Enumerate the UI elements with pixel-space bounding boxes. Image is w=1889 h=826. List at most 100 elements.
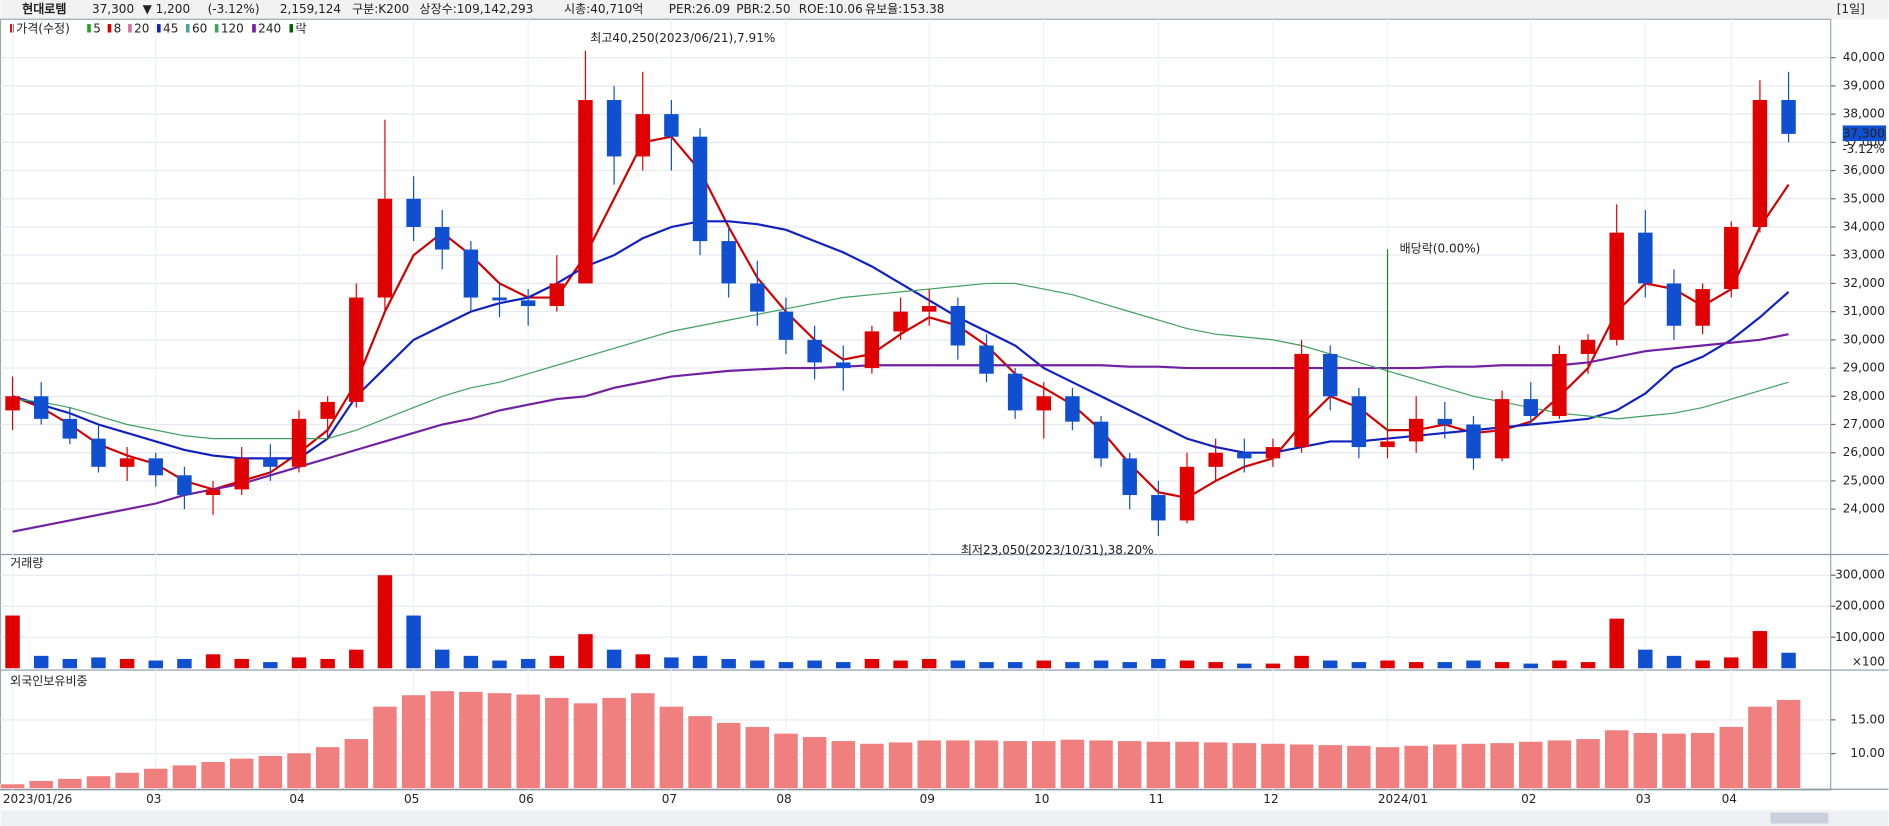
volume-title: 거래량 [10,556,43,570]
header-item: 2,159,124 [280,2,341,16]
foreign-tick-label: 10.00 [1850,746,1884,760]
candle-body [5,396,20,411]
volume-bar [921,658,937,669]
foreign-bar [0,783,25,789]
volume-bar [664,657,679,669]
candle-body [1466,424,1481,459]
foreign-bar [859,743,885,789]
header-item: 구분:K200 [352,2,409,16]
foreign-bar [1375,746,1400,789]
candle-body [893,311,908,332]
volume-bar [406,615,421,669]
legend-swatch [252,24,256,33]
candle-body [1237,452,1252,459]
volume-bar [1695,660,1710,669]
volume-bar [979,662,994,669]
price-tick-label: 26,000 [1843,445,1885,459]
candle-body [778,311,794,340]
header-item: 37,300 [92,2,134,16]
price-tick-label: 28,000 [1843,389,1885,403]
candle-body [263,458,278,467]
foreign-bar [830,740,856,789]
volume-bar [91,657,106,669]
candle-body [1122,458,1137,496]
candle-body [836,362,851,369]
candle-body [549,283,565,306]
candle-body [1208,452,1223,467]
header-item: 유보율:153.38 [865,2,944,16]
legend-swatch [157,24,161,33]
foreign-bar [802,736,827,789]
moving-average [12,220,1790,460]
volume-bar [1151,658,1166,669]
candle-body [377,198,393,298]
candle-body [1179,466,1195,521]
foreign-bar [1117,740,1143,789]
x-tick-label: 03 [146,792,161,806]
candle-body [1666,283,1682,326]
foreign-bar [1747,706,1773,789]
candle-body [1323,353,1338,397]
foreign-bar [487,692,512,789]
foreign-bar [1718,726,1744,789]
volume-bar [1294,655,1309,669]
volume-bar [692,655,708,669]
foreign-bar [945,739,971,789]
foreign-bar [573,702,598,789]
candle-body [119,458,135,467]
candle-body [979,345,994,374]
candle-body [1552,353,1567,417]
volume-bar [778,662,794,669]
foreign-bar [716,722,742,789]
candle-body [434,226,450,250]
x-tick-label: 2023/01/26 [3,792,72,806]
foreign-bar [1461,743,1486,789]
foreign-bar [687,715,713,789]
price-tick-label: 30,000 [1843,332,1885,346]
volume-bar [1208,662,1223,669]
foreign-bar [1231,742,1257,789]
price-tick-label: 36,000 [1843,163,1885,177]
foreign-bar [1260,743,1286,789]
volume-bar [1609,618,1624,669]
foreign-bar [773,733,799,789]
legend-entry: 45 [163,21,178,35]
foreign-bar [1776,699,1801,789]
volume-bar [1638,649,1653,669]
foreign-bar [1060,739,1085,789]
x-tick-label: 09 [920,792,935,806]
volume-bar [1179,660,1195,669]
price-tick-label: 39,000 [1843,78,1885,92]
legend-entry: 240 [258,21,281,35]
volume-bar [1724,657,1739,669]
foreign-bar [114,772,140,789]
candle-body [1351,396,1367,448]
candle-body [349,297,364,402]
volume-bar [263,662,278,669]
candle-body [750,283,765,312]
volume-tick-label: 300,000 [1835,568,1885,582]
volume-bar [807,660,822,669]
candle-body [234,458,249,490]
foreign-bar [1403,745,1429,789]
x-tick-label: 04 [289,792,304,806]
candle-body [1294,353,1309,448]
volume-bar [1093,660,1109,669]
price-tick-label: 25,000 [1843,473,1885,487]
price-tick-label: 29,000 [1843,361,1885,375]
scroll-thumb[interactable] [1770,812,1829,824]
volume-bar [1466,660,1481,669]
volume-unit: ×100 [1852,655,1885,669]
legend-swatch [185,24,190,33]
foreign-bar [544,697,570,789]
price-tick-label: 40,000 [1843,50,1885,64]
candle-body [33,396,49,419]
period-button[interactable]: [1일] [1837,2,1865,16]
foreign-bar [1002,740,1028,789]
candle-body [1580,339,1596,354]
volume-bar [1323,660,1338,669]
candle-body [1523,399,1538,417]
x-tick-label: 07 [662,792,677,806]
price-tick-label: 38,000 [1843,107,1885,121]
scrollbar[interactable] [0,810,1889,826]
